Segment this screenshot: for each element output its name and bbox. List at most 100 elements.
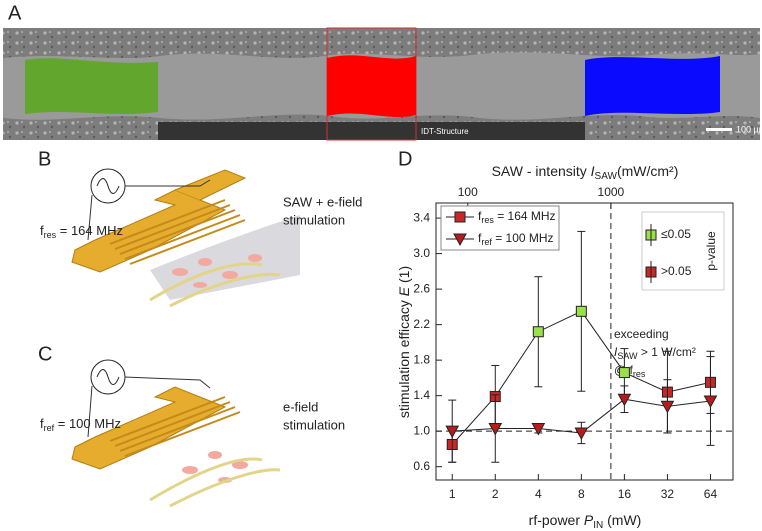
pvalue-title: p-value: [704, 231, 718, 271]
t: IN: [593, 520, 603, 531]
marker: [618, 367, 630, 379]
legend-label: fres = 164 MHz: [478, 209, 556, 225]
fingers: [109, 199, 246, 265]
panel-b: B fres = 164 MHz SAW + e-field stimulati…: [38, 148, 362, 308]
marker: [445, 425, 460, 439]
t: f: [40, 223, 44, 238]
x-tick-label: 16: [618, 487, 632, 501]
fingers: [109, 396, 241, 457]
t: ref: [44, 423, 55, 433]
y-tick-label: 3.0: [413, 246, 430, 260]
sine: [96, 369, 120, 385]
x2-tick-label: 1000: [598, 185, 625, 199]
pvalue-label: >0.05: [661, 264, 692, 278]
legend-text: ref: [481, 237, 492, 247]
t: rf-power: [529, 512, 584, 528]
x-tick-label: 8: [578, 487, 585, 501]
marker: [532, 326, 544, 338]
panel-c: C fref = 100 MHz e-field stimulation: [38, 343, 345, 508]
t: P: [584, 512, 594, 528]
x-tick-label: 2: [492, 487, 499, 501]
x-axis-label: rf-power PIN (mW): [529, 512, 642, 531]
region-green: [25, 58, 158, 114]
structure-label: IDT-Structure: [421, 127, 469, 136]
t: I: [591, 163, 595, 179]
legend-label: fref = 100 MHz: [478, 231, 554, 247]
legend-text: = 100 MHz: [492, 231, 554, 245]
x-tick-label: 64: [704, 487, 718, 501]
y-tick-label: 1.4: [413, 388, 430, 402]
panel-d: D SAW - intensity ISAW(mW/cm²) rf-power …: [396, 148, 734, 531]
caption: stimulation: [283, 417, 345, 432]
t: SAW - intensity: [492, 163, 591, 179]
t: = 164 MHz: [56, 223, 123, 238]
scale-bar: [706, 128, 732, 131]
y-tick-label: 1.8: [413, 352, 430, 366]
region-blue: [585, 56, 720, 116]
marker: [660, 400, 675, 414]
x-tick-label: 4: [535, 487, 542, 501]
legend-marker: [453, 233, 467, 247]
marker: [488, 423, 503, 436]
tracks: [149, 262, 281, 308]
marker: [531, 423, 546, 436]
annotation: exceeding: [614, 327, 669, 341]
t: I: [614, 345, 618, 359]
t: > 1 W/cm²: [638, 345, 696, 359]
pad: [174, 169, 247, 201]
plot-frame: [435, 202, 734, 481]
panel-letter: C: [38, 343, 52, 365]
legend-text: = 164 MHz: [494, 209, 556, 223]
caption: stimulation: [283, 212, 345, 227]
t: SAW: [595, 171, 618, 182]
t: stimulation efficacy: [396, 296, 412, 418]
marker: [617, 393, 632, 407]
y-axis-label: stimulation efficacy E (1): [396, 266, 412, 418]
t: SAW: [617, 351, 638, 361]
x-tick-label: 1: [449, 487, 456, 501]
marker: [574, 427, 589, 440]
t: f: [40, 416, 44, 431]
t: (1): [396, 266, 412, 287]
t: = 100 MHz: [54, 416, 121, 431]
cells: [172, 254, 262, 288]
y-tick-label: 2.6: [413, 281, 430, 295]
panel-letter: D: [398, 148, 412, 170]
y-tick-label: 2.2: [413, 317, 430, 331]
electrode: [71, 386, 227, 470]
t: E: [396, 286, 412, 296]
annotation: ISAW > 1 W/cm²: [614, 345, 696, 361]
pvalue-label: ≤0.05: [661, 227, 691, 241]
region-red: [327, 55, 416, 118]
t: (mW): [603, 512, 641, 528]
idt-area: [158, 122, 585, 140]
tracks: [149, 457, 281, 508]
legend-text: f: [478, 209, 482, 223]
y-tick-label: 1.0: [413, 423, 430, 437]
legend-marker: [454, 211, 466, 223]
legend-text: res: [481, 215, 494, 225]
panel-a: A IDT-Structure 100 µm: [3, 2, 762, 141]
marker: [703, 395, 718, 409]
x2-axis-label: SAW - intensity ISAW(mW/cm²): [492, 163, 679, 182]
t: (mW/cm²): [617, 163, 678, 179]
x2-tick-label: 100: [458, 185, 478, 199]
freq-label: fres = 164 MHz: [40, 223, 123, 240]
y-tick-label: 3.4: [413, 210, 430, 224]
t: res: [44, 230, 57, 240]
sine: [96, 178, 120, 194]
wire: [87, 179, 211, 241]
wire: [87, 376, 211, 438]
scale-label: 100 µm: [736, 124, 762, 134]
x-tick-label: 32: [661, 487, 675, 501]
panel-letter: B: [38, 148, 51, 170]
marker: [575, 305, 587, 317]
caption: SAW + e-field: [283, 194, 362, 209]
caption: e-field: [283, 399, 318, 414]
y-tick-label: 0.6: [413, 459, 430, 473]
panel-letter: A: [8, 2, 22, 24]
annotation: @ fres: [614, 363, 646, 379]
legend-text: f: [478, 231, 482, 245]
freq-label: fref = 100 MHz: [40, 416, 121, 433]
